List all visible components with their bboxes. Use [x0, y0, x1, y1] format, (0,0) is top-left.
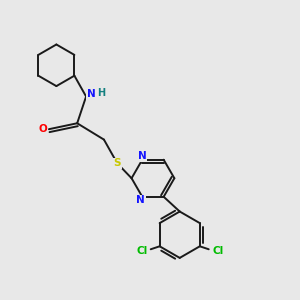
Text: Cl: Cl [212, 246, 223, 256]
Text: N: N [87, 89, 96, 99]
Text: O: O [38, 124, 47, 134]
Text: H: H [98, 88, 106, 98]
Text: N: N [136, 195, 145, 205]
Text: S: S [114, 158, 121, 168]
Text: Cl: Cl [136, 246, 147, 256]
Text: N: N [138, 151, 147, 161]
